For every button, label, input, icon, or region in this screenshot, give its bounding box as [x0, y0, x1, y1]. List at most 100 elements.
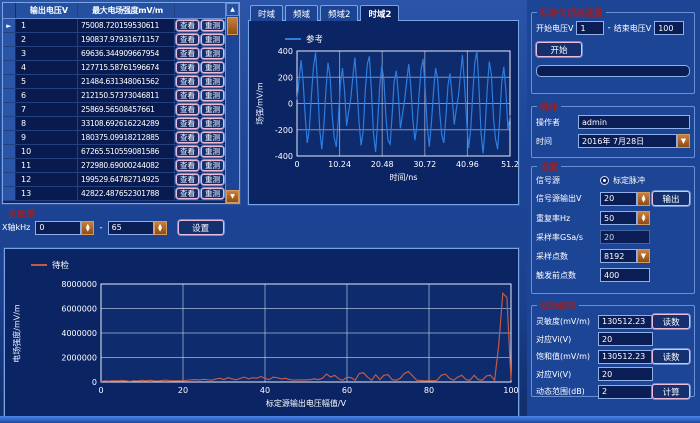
- source-output-input[interactable]: 20: [600, 191, 637, 206]
- row-voltage-value: 10: [16, 145, 78, 158]
- time-domain-chart-panel: 参考 场强/mV/m 0 10.24 20.48 30.72 40.96 51.2 400 2…: [248, 20, 519, 205]
- table-row[interactable]: 12 199529.64782714925 查看 重测: [3, 173, 225, 187]
- view-button[interactable]: 查看: [176, 20, 199, 31]
- read-sensitivity-button[interactable]: 读数: [652, 314, 690, 329]
- view-button[interactable]: 查看: [176, 160, 199, 171]
- row-voltage-value: 11: [16, 159, 78, 172]
- row-field-value: 180375.09918212885: [78, 131, 175, 144]
- table-row[interactable]: ► 1 75008.720159530611 查看 重测: [3, 19, 225, 33]
- view-button[interactable]: 查看: [176, 118, 199, 129]
- source-output-spinner-icon[interactable]: ▲ ▼: [637, 191, 650, 206]
- table-row[interactable]: 9 180375.09918212885 查看 重测: [3, 131, 225, 145]
- repetition-rate-spinner-icon[interactable]: ▲ ▼: [637, 211, 650, 225]
- sensitivity-from-input[interactable]: 0: [35, 220, 82, 235]
- svg-text:10.24: 10.24: [328, 160, 351, 169]
- sensitivity-set-button[interactable]: 设置: [177, 220, 224, 235]
- sample-points-select[interactable]: 8192: [600, 249, 637, 263]
- row-marker: [3, 173, 16, 186]
- table-row[interactable]: 13 42822.487652301788 查看 重测: [3, 187, 225, 201]
- view-button[interactable]: 查看: [176, 62, 199, 73]
- retest-button[interactable]: 重测: [201, 118, 224, 129]
- retest-button[interactable]: 重测: [201, 62, 224, 73]
- legend-label: 参考: [306, 35, 324, 45]
- retest-button[interactable]: 重测: [201, 90, 224, 101]
- row-marker: [3, 47, 16, 60]
- tab-freq-domain[interactable]: 频域: [285, 5, 319, 21]
- retest-button[interactable]: 重测: [201, 146, 224, 157]
- view-button[interactable]: 查看: [176, 104, 199, 115]
- retest-button[interactable]: 重测: [201, 188, 224, 199]
- results-group-title: 试验结果: [537, 299, 580, 312]
- view-button[interactable]: 查看: [176, 76, 199, 87]
- row-marker: ►: [3, 19, 16, 32]
- read-saturation-button[interactable]: 读数: [652, 349, 690, 364]
- calibration-pulse-radio[interactable]: [600, 176, 609, 185]
- table-row[interactable]: 7 25869.56508457661 查看 重测: [3, 103, 225, 117]
- table-row[interactable]: 11 272980.69000244082 查看 重测: [3, 159, 225, 173]
- legend-label: 待检: [52, 261, 70, 271]
- table-row[interactable]: 3 69636.344909667954 查看 重测: [3, 47, 225, 61]
- table-row[interactable]: 5 21484.631348061562 查看 重测: [3, 75, 225, 89]
- sensitivity-from-spinner-icon[interactable]: ▲ ▼: [81, 220, 95, 235]
- view-button[interactable]: 查看: [176, 48, 199, 59]
- sensitivity-to-spinner-icon[interactable]: ▲ ▼: [153, 220, 167, 235]
- sensitivity-result-label: 灵敏度(mV/m): [536, 317, 590, 326]
- row-field-value: 272980.69000244082: [78, 159, 175, 172]
- retest-button[interactable]: 重测: [201, 20, 224, 31]
- table-row[interactable]: 4 127715.58761596674 查看 重测: [3, 61, 225, 75]
- output-button[interactable]: 输出: [652, 191, 690, 206]
- table-row[interactable]: 6 212150.57373046811 查看 重测: [3, 89, 225, 103]
- row-marker: [3, 117, 16, 130]
- y-axis-label: 场强/mV/m: [255, 82, 265, 125]
- table-header: 输出电压V 最大电场强度mV/m: [3, 3, 225, 19]
- column-header-voltage: 输出电压V: [16, 3, 78, 18]
- retest-button[interactable]: 重测: [201, 104, 224, 115]
- view-button[interactable]: 查看: [176, 132, 199, 143]
- end-voltage-input[interactable]: 100: [654, 21, 685, 35]
- pretrigger-points-input[interactable]: 400: [600, 268, 650, 282]
- sample-points-dropdown-icon[interactable]: ▼: [637, 249, 650, 263]
- calculate-button[interactable]: 计算: [652, 384, 690, 399]
- retest-button[interactable]: 重测: [201, 132, 224, 143]
- scroll-down-icon[interactable]: ▼: [226, 190, 239, 203]
- scrollbar-track[interactable]: [226, 36, 239, 190]
- retest-button[interactable]: 重测: [201, 174, 224, 185]
- header-view-cell: [175, 3, 200, 18]
- operator-input[interactable]: admin: [578, 115, 690, 129]
- date-picker-input[interactable]: 2016年 7月28日: [578, 134, 677, 148]
- table-row[interactable]: 2 190837.97931671157 查看 重测: [3, 33, 225, 47]
- row-voltage-value: 4: [16, 61, 78, 74]
- tab-freq-domain-2[interactable]: 频域2: [320, 5, 359, 21]
- scroll-up-icon[interactable]: ▲: [226, 3, 239, 16]
- view-button[interactable]: 查看: [176, 34, 199, 45]
- start-voltage-input[interactable]: 1: [576, 21, 605, 35]
- table-row[interactable]: 10 67265.510559081586 查看 重测: [3, 145, 225, 159]
- retest-button[interactable]: 重测: [201, 160, 224, 171]
- table-row[interactable]: 8 33108.692616224289 查看 重测: [3, 117, 225, 131]
- retest-button[interactable]: 重测: [201, 48, 224, 59]
- tab-time-domain[interactable]: 时域: [250, 5, 284, 21]
- row-field-value: 69636.344909667954: [78, 47, 175, 60]
- start-button[interactable]: 开始: [536, 42, 582, 57]
- repetition-rate-input[interactable]: 50: [600, 211, 637, 225]
- scrollbar-thumb[interactable]: [227, 17, 238, 35]
- view-button[interactable]: 查看: [176, 174, 199, 185]
- table-scrollbar[interactable]: ▲ ▼: [225, 3, 239, 203]
- svg-text:40.96: 40.96: [456, 160, 479, 169]
- row-marker: [3, 89, 16, 102]
- retest-button[interactable]: 重测: [201, 76, 224, 87]
- retest-button[interactable]: 重测: [201, 34, 224, 45]
- date-dropdown-icon[interactable]: ▼: [677, 134, 690, 148]
- sensitivity-to-input[interactable]: 65: [107, 220, 154, 235]
- view-button[interactable]: 查看: [176, 188, 199, 199]
- results-group: 试验结果 灵敏度(mV/m) 130512.23 读数 对应Vi(V) 20 饱…: [531, 299, 695, 399]
- svg-text:4000000: 4000000: [61, 329, 97, 338]
- pretrigger-points-label: 触发前点数: [536, 270, 576, 280]
- svg-text:51.2: 51.2: [501, 160, 518, 169]
- view-button[interactable]: 查看: [176, 146, 199, 157]
- svg-text:60: 60: [342, 386, 352, 395]
- view-button[interactable]: 查看: [176, 90, 199, 101]
- svg-text:2000000: 2000000: [61, 354, 97, 363]
- tab-time-domain-2[interactable]: 时域2: [360, 5, 400, 21]
- svg-text:-400: -400: [275, 152, 293, 161]
